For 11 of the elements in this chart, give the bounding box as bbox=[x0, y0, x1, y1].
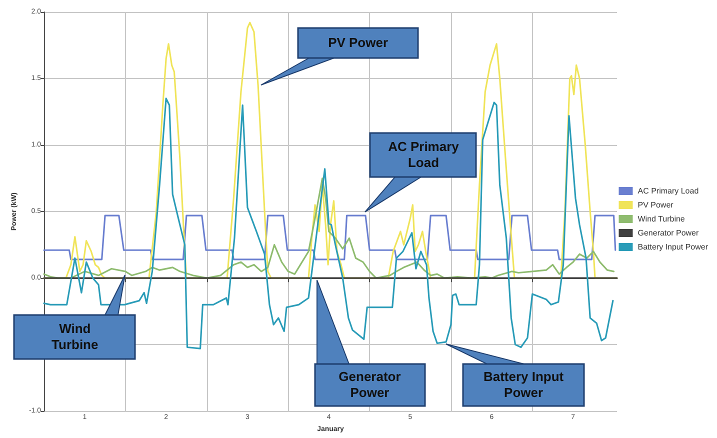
line-series bbox=[43, 98, 614, 350]
legend-label: Generator Power bbox=[638, 228, 699, 238]
callout: Generator Power bbox=[314, 280, 425, 406]
legend-label: AC Primary Load bbox=[638, 186, 699, 196]
callout: AC Primary Load bbox=[365, 132, 476, 212]
legend-label: Wind Turbine bbox=[638, 214, 686, 224]
callout: PV Power bbox=[261, 28, 418, 86]
legend-label: Battery Input Power bbox=[638, 242, 708, 252]
line-series bbox=[43, 177, 615, 279]
legend-label: PV Power bbox=[638, 200, 674, 210]
callout: Battery Input Power bbox=[446, 344, 584, 406]
